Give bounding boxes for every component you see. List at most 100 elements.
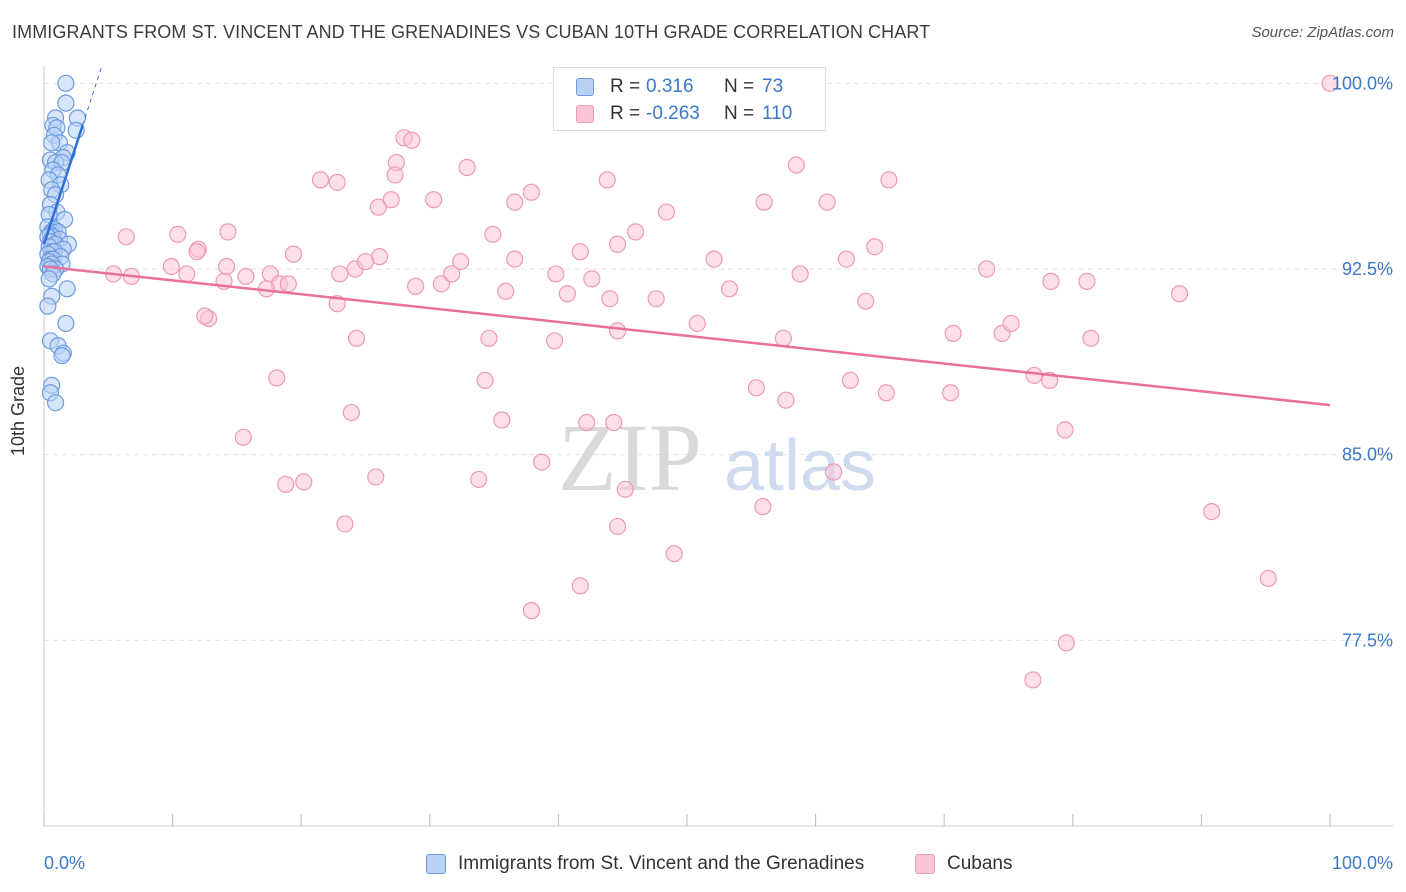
- r-value: -0.263: [646, 103, 700, 124]
- cuban-point: [493, 411, 511, 429]
- legend-item-cubans[interactable]: Cubans: [915, 853, 1013, 875]
- y-tick-label: 85.0%: [1342, 445, 1393, 465]
- n-label: N =: [724, 103, 755, 124]
- source-label: Source: ZipAtlas.com: [1251, 24, 1394, 41]
- cuban-point: [1082, 329, 1100, 347]
- x-tick-label: 100.0%: [1332, 853, 1393, 873]
- immigrant-point: [58, 280, 76, 298]
- cuban-point: [432, 275, 450, 293]
- cuban-point: [369, 198, 387, 216]
- cuban-point: [425, 191, 443, 209]
- cuban-point: [754, 498, 772, 516]
- cuban-point: [571, 243, 589, 261]
- cuban-point: [657, 203, 676, 221]
- cuban-point: [178, 265, 196, 283]
- cuban-point: [688, 314, 706, 333]
- cuban-point: [284, 245, 303, 263]
- immigrant-point: [57, 94, 75, 112]
- cuban-point: [533, 453, 551, 471]
- cuban-point: [234, 428, 252, 446]
- immigrant-point: [46, 394, 65, 412]
- cuban-point: [336, 515, 354, 533]
- correlation-legend: R = 0.316 N = 73 R = -0.263 N = 110: [553, 67, 826, 131]
- cuban-point: [188, 243, 206, 261]
- cuban-point: [407, 277, 425, 295]
- cuban-point: [443, 265, 461, 283]
- cuban-point: [608, 517, 627, 536]
- chart-title: IMMIGRANTS FROM ST. VINCENT AND THE GREN…: [12, 22, 931, 42]
- immigrant-point: [39, 297, 57, 315]
- legend-item-immigrants[interactable]: Immigrants from St. Vincent and the Gren…: [426, 853, 864, 875]
- y-tick-label: 100.0%: [1332, 73, 1393, 93]
- cuban-point: [1024, 671, 1042, 689]
- blue-swatch: [426, 854, 446, 874]
- n-label: N =: [724, 76, 755, 97]
- cuban-point: [452, 252, 470, 271]
- cuban-point: [196, 307, 214, 325]
- r-label: R =: [610, 103, 641, 124]
- cuban-point: [169, 225, 187, 243]
- immigrant-point: [53, 347, 71, 365]
- axes: [43, 66, 1393, 827]
- cuban-point: [583, 270, 601, 288]
- cuban-point: [818, 193, 836, 211]
- y-tick-label: 77.5%: [1342, 630, 1393, 650]
- series-legend: Immigrants from St. Vincent and the Gren…: [0, 851, 1406, 879]
- cuban-point: [219, 223, 237, 241]
- tick-labels: 77.5% 85.0% 92.5% 100.0% 0.0% 100.0%: [44, 73, 1393, 873]
- cuban-point: [545, 332, 564, 350]
- cuban-point: [277, 475, 295, 493]
- legend-row-pink: R = -0.263 N = 110: [576, 102, 792, 126]
- cuban-point: [598, 171, 616, 189]
- cuban-point: [616, 480, 634, 498]
- cuban-point: [747, 379, 766, 397]
- cuban-point: [866, 238, 884, 256]
- cuban-point: [1170, 285, 1189, 303]
- cuban-point: [837, 250, 856, 268]
- cuban-point: [578, 413, 596, 432]
- cuban-point: [458, 158, 476, 177]
- immigrant-point: [57, 314, 75, 333]
- cuban-point: [601, 290, 619, 308]
- cuban-point: [942, 384, 960, 402]
- cuban-point: [755, 193, 773, 211]
- n-value: 73: [762, 76, 784, 97]
- cuban-point: [295, 473, 313, 491]
- cuban-point: [1042, 272, 1060, 290]
- cuban-point: [382, 191, 400, 209]
- cuban-point: [608, 235, 627, 253]
- cubans-points: [104, 74, 1339, 689]
- cuban-point: [626, 223, 645, 241]
- cuban-point: [877, 384, 895, 402]
- cuban-point: [1056, 421, 1074, 439]
- cuban-point: [571, 577, 589, 595]
- gridlines: [44, 82, 1390, 641]
- cuban-point: [1078, 272, 1096, 290]
- cuban-point: [476, 371, 494, 389]
- r-label: R =: [610, 76, 641, 97]
- cuban-point: [506, 250, 524, 268]
- watermark-atlas: atlas: [724, 426, 876, 506]
- cuban-point: [978, 260, 996, 278]
- pink-swatch: [576, 105, 594, 123]
- immigrants-trendline-extension: [82, 65, 103, 126]
- cuban-point: [605, 413, 623, 432]
- svg-immigrants-points: [39, 74, 87, 412]
- cuban-point: [880, 171, 898, 189]
- cuban-point: [705, 250, 723, 268]
- blue-swatch: [576, 78, 594, 96]
- cuban-point: [1057, 634, 1075, 652]
- pink-swatch: [915, 854, 935, 874]
- cuban-point: [331, 265, 349, 283]
- cuban-point: [777, 391, 795, 409]
- cuban-point: [386, 166, 404, 184]
- cuban-point: [279, 275, 297, 293]
- r-value: 0.316: [646, 76, 694, 97]
- cuban-point: [342, 403, 360, 422]
- cuban-point: [547, 265, 565, 283]
- cuban-point: [522, 602, 540, 620]
- cuban-point: [720, 280, 739, 298]
- immigrant-point: [43, 134, 61, 152]
- cuban-point: [367, 468, 385, 486]
